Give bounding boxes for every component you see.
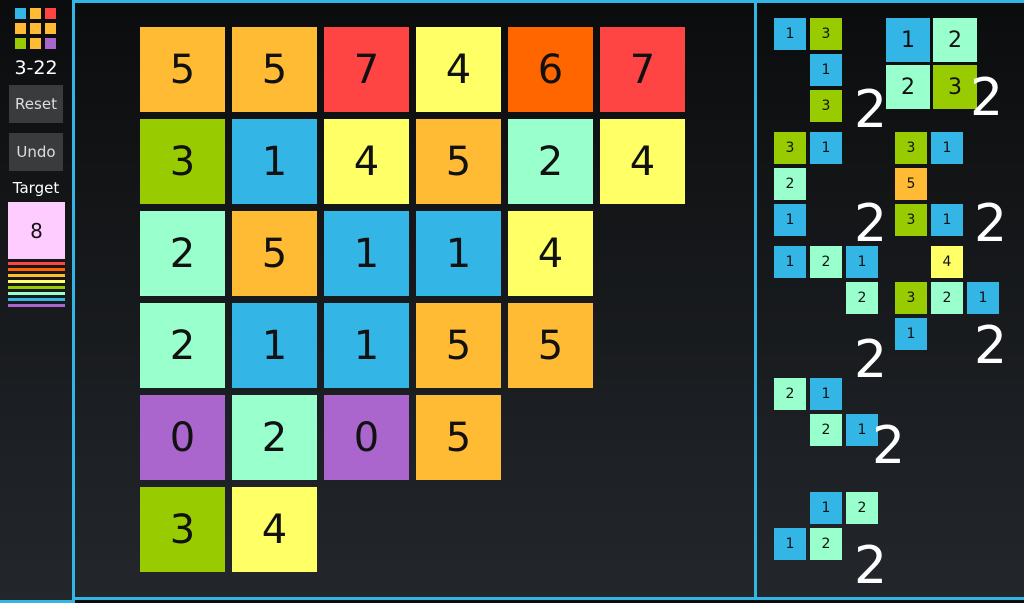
piece-tile[interactable]: 3	[895, 132, 927, 164]
legend-stripe	[8, 280, 65, 283]
piece-tile[interactable]: 3	[895, 282, 927, 314]
piece-tile[interactable]: 1	[886, 18, 930, 62]
piece-tile[interactable]: 1	[810, 54, 842, 86]
legend-stripe	[8, 286, 65, 289]
piece-count: 2	[970, 68, 1004, 128]
legend-stripe	[8, 274, 65, 277]
piece-count: 2	[854, 194, 888, 254]
board-tile[interactable]: 2	[508, 119, 593, 204]
piece-count: 2	[854, 80, 888, 140]
piece-tile[interactable]: 1	[774, 528, 806, 560]
piece-tile[interactable]: 5	[895, 168, 927, 200]
board-tile[interactable]: 3	[140, 487, 225, 572]
piece-tile[interactable]: 2	[810, 414, 842, 446]
piece-tile[interactable]: 1	[967, 282, 999, 314]
legend-stripe	[8, 292, 65, 295]
logo-tile	[45, 23, 56, 34]
piece-tile[interactable]: 2	[846, 492, 878, 524]
piece-tile[interactable]: 3	[774, 132, 806, 164]
legend-stripe	[8, 304, 65, 307]
piece-tile[interactable]: 2	[933, 18, 977, 62]
piece-tile[interactable]: 2	[810, 528, 842, 560]
board-tile[interactable]: 5	[232, 211, 317, 296]
piece-tile[interactable]: 2	[810, 246, 842, 278]
board-tile[interactable]: 6	[508, 27, 593, 112]
piece-tile[interactable]: 3	[810, 18, 842, 50]
logo-tile	[30, 23, 41, 34]
logo-tile	[15, 8, 26, 19]
piece-tile[interactable]: 2	[846, 282, 878, 314]
logo-tile	[45, 38, 56, 49]
piece-tile[interactable]: 1	[931, 132, 963, 164]
piece-tile[interactable]: 1	[931, 204, 963, 236]
board-tile[interactable]: 5	[508, 303, 593, 388]
reset-button[interactable]: Reset	[9, 85, 63, 123]
board-tile[interactable]: 3	[140, 119, 225, 204]
piece-tile[interactable]: 1	[846, 414, 878, 446]
logo-tile	[45, 8, 56, 19]
board-tile[interactable]: 0	[140, 395, 225, 480]
undo-button[interactable]: Undo	[9, 133, 63, 171]
piece-count: 2	[854, 536, 888, 596]
piece-tile[interactable]: 4	[931, 246, 963, 278]
piece-tile[interactable]: 3	[810, 90, 842, 122]
piece-tile[interactable]: 1	[810, 378, 842, 410]
legend-stripe	[8, 262, 65, 265]
piece-tile[interactable]: 1	[810, 132, 842, 164]
piece-tile[interactable]: 2	[931, 282, 963, 314]
legend-stripe	[8, 298, 65, 301]
logo-tile	[30, 8, 41, 19]
board-tile[interactable]: 7	[600, 27, 685, 112]
piece-tile[interactable]: 1	[846, 246, 878, 278]
legend-stripe	[8, 268, 65, 271]
piece-tile[interactable]: 2	[774, 378, 806, 410]
target-tile: 8	[8, 202, 65, 259]
level-label: 3-22	[14, 57, 58, 79]
board-tile[interactable]: 2	[140, 303, 225, 388]
board-tile[interactable]: 7	[324, 27, 409, 112]
board-tile[interactable]: 4	[508, 211, 593, 296]
piece-count: 2	[854, 330, 888, 390]
pieces-frame	[754, 0, 1024, 600]
logo-tile	[15, 38, 26, 49]
piece-tile[interactable]: 3	[933, 65, 977, 109]
board-tile[interactable]: 2	[232, 395, 317, 480]
piece-tile[interactable]: 2	[774, 168, 806, 200]
board-tile[interactable]: 5	[416, 119, 501, 204]
board-tile[interactable]: 1	[324, 303, 409, 388]
board-tile[interactable]: 5	[140, 27, 225, 112]
piece-tile[interactable]: 1	[895, 318, 927, 350]
logo-tile	[30, 38, 41, 49]
board-tile[interactable]: 5	[232, 27, 317, 112]
board-tile[interactable]: 1	[232, 119, 317, 204]
board-tile[interactable]: 4	[600, 119, 685, 204]
board-tile[interactable]: 1	[232, 303, 317, 388]
piece-count: 2	[974, 316, 1008, 376]
piece-tile[interactable]: 1	[774, 18, 806, 50]
board-tile[interactable]: 2	[140, 211, 225, 296]
board-tile[interactable]: 0	[324, 395, 409, 480]
board-tile[interactable]: 5	[416, 395, 501, 480]
board-tile[interactable]: 1	[416, 211, 501, 296]
piece-tile[interactable]: 1	[774, 246, 806, 278]
target-label: Target	[12, 179, 60, 197]
piece-tile[interactable]: 3	[895, 204, 927, 236]
board-tile[interactable]: 4	[232, 487, 317, 572]
logo-tile	[15, 23, 26, 34]
piece-count: 2	[974, 194, 1008, 254]
piece-tile[interactable]: 1	[774, 204, 806, 236]
board-tile[interactable]: 4	[416, 27, 501, 112]
piece-tile[interactable]: 2	[886, 65, 930, 109]
piece-count: 2	[872, 416, 906, 476]
piece-tile[interactable]: 1	[810, 492, 842, 524]
board-tile[interactable]: 4	[324, 119, 409, 204]
board-tile[interactable]: 5	[416, 303, 501, 388]
board-tile[interactable]: 1	[324, 211, 409, 296]
